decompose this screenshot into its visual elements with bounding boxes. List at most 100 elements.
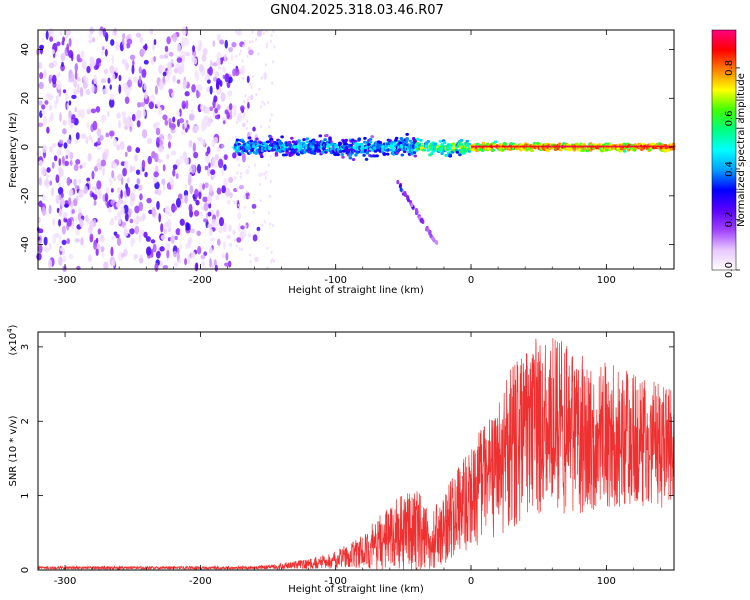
spectrogram-cell [214, 218, 219, 229]
spectrogram-cell [263, 172, 266, 176]
spectrogram-cell [133, 154, 138, 162]
snr-marks [37, 338, 675, 571]
spectrogram-x-tick-label: 0 [468, 275, 474, 286]
spectrogram-cell [41, 206, 46, 216]
spectrogram-cell [250, 85, 253, 90]
spectrogram-cell [229, 192, 233, 199]
spectrogram-cell [192, 57, 198, 65]
spectrogram-cell [96, 128, 102, 137]
spectrogram-cell [674, 145, 676, 148]
spectrogram-cell [440, 152, 444, 156]
spectrogram-cell [209, 106, 214, 112]
spectrogram-cell [257, 52, 260, 56]
spectrogram-cell [111, 259, 116, 267]
spectrogram-cell [180, 130, 186, 136]
spectrogram-cell [184, 194, 188, 204]
spectrogram-cell [80, 133, 87, 139]
spectrogram-cell [176, 79, 181, 84]
spectrogram-cell [56, 41, 61, 47]
spectrogram-cell [145, 236, 151, 242]
spectrogram-cell [89, 233, 94, 243]
spectrogram-cell [194, 262, 199, 272]
spectrogram-cell [597, 145, 600, 148]
spectrogram-cell [95, 248, 99, 256]
spectrogram-cell [98, 30, 103, 37]
spectrogram-cell [118, 84, 122, 94]
spectrogram-cell [442, 141, 447, 145]
spectrogram-cell [173, 68, 179, 74]
spectrogram-cell [166, 249, 170, 259]
spectrogram-cell [79, 86, 84, 97]
spectrogram-cell [382, 152, 387, 156]
spectrogram-cell [261, 223, 264, 227]
spectrogram-cell [493, 140, 498, 144]
spectrogram-cell [612, 145, 614, 148]
spectrogram-cell [170, 150, 177, 156]
spectrogram-cell [553, 145, 556, 148]
spectrogram-cell [247, 232, 252, 239]
spectrogram-cell [263, 102, 266, 106]
spectrogram-cell [70, 53, 74, 62]
spectrogram-cell [216, 146, 221, 152]
spectrogram-cell [247, 101, 250, 110]
spectrogram-cell [92, 194, 98, 201]
spectrogram-cell [58, 168, 64, 178]
spectrogram-y-tick-label: -40 [20, 236, 31, 252]
spectrogram-cell [482, 145, 484, 148]
spectrogram-cell [648, 145, 650, 148]
spectrogram-cell [38, 177, 42, 186]
spectrogram-cell [503, 145, 506, 148]
spectrogram-cell [93, 74, 97, 85]
spectrogram-cell [302, 138, 306, 142]
spectrogram-cell [265, 42, 268, 46]
spectrogram-cell [200, 254, 206, 260]
spectrogram-cell [235, 200, 238, 204]
spectrogram-cell [198, 182, 203, 192]
spectrogram-cell [153, 38, 157, 46]
spectrogram-cell [270, 113, 273, 117]
spectrogram-y-label: Frequency (Hz) [8, 112, 19, 188]
spectrogram-cell [59, 198, 66, 207]
spectrogram-cell [39, 72, 44, 80]
spectrogram-cell [95, 237, 99, 244]
spectrogram-cell [187, 254, 191, 265]
spectrogram-cell [193, 151, 199, 159]
spectrogram-cell [58, 234, 62, 243]
spectrogram-cell [237, 203, 240, 207]
spectrogram-cell [86, 65, 91, 74]
spectrogram-cell [240, 105, 245, 112]
spectrogram-cell [537, 145, 540, 148]
spectrogram-cell [563, 145, 566, 148]
spectrogram-cell [61, 61, 64, 67]
spectrogram-cell [521, 145, 523, 148]
spectrogram-cell [74, 107, 78, 113]
colorbar-gradient [711, 29, 737, 271]
spectrogram-cell [175, 228, 181, 236]
spectrogram-cell [91, 186, 98, 191]
spectrogram-cell [255, 92, 258, 97]
spectrogram-cell [139, 36, 144, 44]
spectrogram-marks [36, 26, 676, 273]
spectrogram-cell [116, 112, 121, 119]
spectrogram-cell [96, 158, 103, 164]
spectrogram-cell [132, 76, 139, 83]
spectrogram-cell [51, 161, 55, 169]
spectrogram-y-tick-label: 20 [20, 92, 31, 105]
spectrogram-cell [547, 145, 549, 148]
spectrogram-cell [69, 73, 75, 83]
spectrogram-cell [243, 205, 246, 210]
spectrogram-cell [659, 146, 664, 150]
spectrogram-cell [86, 122, 90, 129]
spectrogram-cell [596, 145, 598, 148]
spectrogram-cell [581, 145, 584, 148]
spectrogram-cell [555, 145, 558, 148]
spectrogram-cell [97, 137, 101, 145]
spectrogram-cell [260, 155, 264, 159]
spectrogram-cell [222, 164, 227, 171]
spectrogram-cell [263, 71, 268, 81]
spectrogram-cell [106, 201, 110, 209]
spectrogram-cell [134, 205, 140, 214]
spectrogram-cell [85, 88, 91, 96]
spectrogram-cell [202, 121, 208, 130]
spectrogram-cell [208, 228, 213, 237]
